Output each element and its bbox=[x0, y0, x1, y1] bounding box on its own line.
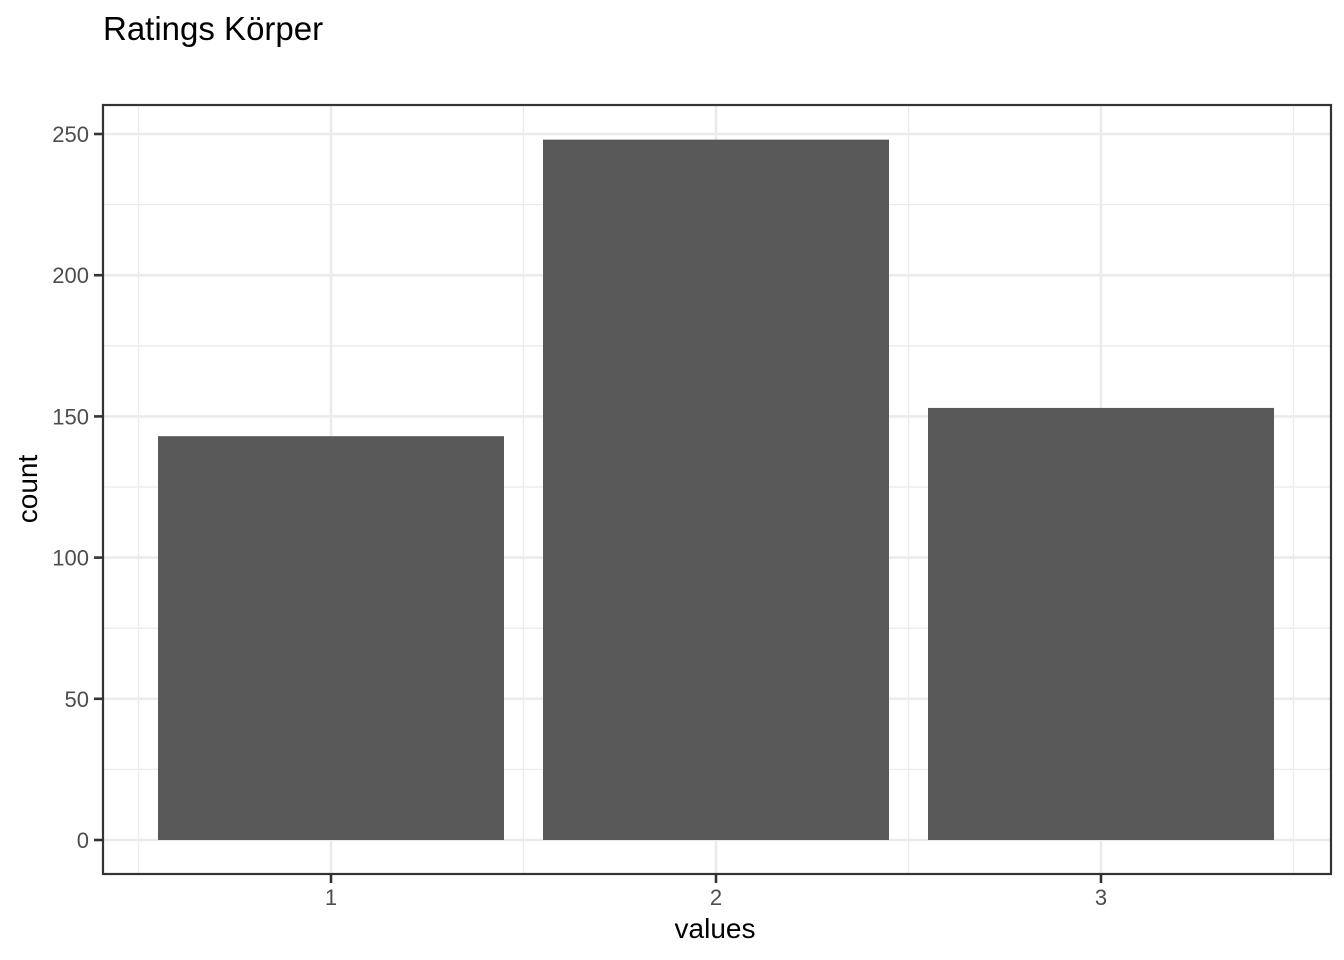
x-tick-label: 1 bbox=[325, 885, 337, 910]
y-tick-label: 0 bbox=[77, 828, 89, 853]
y-tick-label: 50 bbox=[65, 687, 89, 712]
bar-3 bbox=[928, 407, 1274, 840]
y-tick-label: 100 bbox=[52, 546, 89, 571]
bars bbox=[158, 139, 1274, 840]
bar-1 bbox=[158, 436, 504, 840]
x-tick-label: 3 bbox=[1095, 885, 1107, 910]
y-tick-label: 200 bbox=[52, 263, 89, 288]
y-axis-ticks: 0 50 100 150 200 250 bbox=[52, 122, 103, 853]
y-axis-title: count bbox=[12, 455, 43, 524]
x-axis-title: values bbox=[675, 913, 756, 944]
bar-2 bbox=[543, 139, 889, 840]
x-tick-label: 2 bbox=[710, 885, 722, 910]
y-tick-label: 150 bbox=[52, 404, 89, 429]
chart-title: Ratings Körper bbox=[103, 10, 323, 47]
x-axis-ticks: 1 2 3 bbox=[325, 874, 1107, 910]
y-tick-label: 250 bbox=[52, 122, 89, 147]
